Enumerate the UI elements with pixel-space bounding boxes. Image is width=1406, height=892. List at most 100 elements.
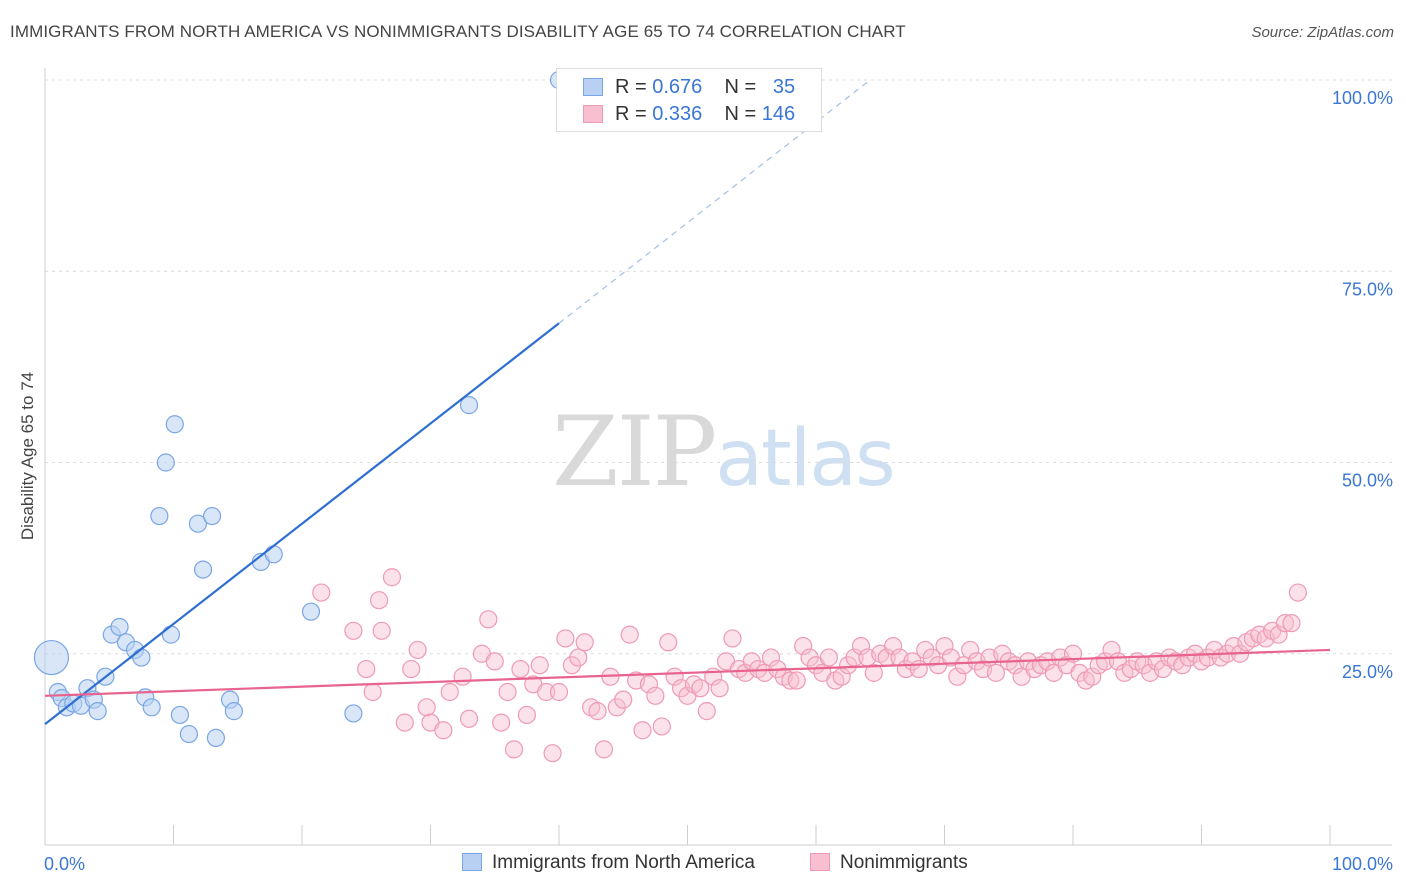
y-axis-label: Disability Age 65 to 74 — [18, 371, 37, 541]
nonimmigrant-point — [498, 682, 517, 702]
nonimmigrant-point — [395, 713, 414, 732]
legend-n-value: 35 — [772, 76, 796, 98]
nonimmigrant-point — [1269, 625, 1288, 644]
nonimmigrant-point — [646, 686, 665, 705]
nonimmigrant-point — [883, 636, 903, 656]
chart-title: IMMIGRANTS FROM NORTH AMERICA VS NONIMMI… — [10, 22, 906, 41]
x-tick-label: 0.0% — [44, 854, 85, 874]
nonimmigrant-point — [417, 698, 436, 717]
legend-r-value: 0.676 — [652, 76, 703, 98]
nonimmigrant-point — [492, 713, 511, 732]
nonimmigrant-point — [819, 648, 838, 667]
y-tick-label: 100.0% — [1332, 88, 1393, 108]
immigrant-point — [161, 625, 181, 644]
immigrant-point — [206, 728, 226, 748]
legend-r-label: R = — [615, 76, 653, 98]
nonimmigrant-point — [697, 702, 716, 721]
nonimmigrant-point — [864, 663, 883, 682]
nonimmigrant-point — [1083, 667, 1102, 686]
nonimmigrant-point — [761, 648, 781, 667]
nonimmigrant-point — [372, 621, 391, 640]
nonimmigrant-point — [402, 659, 421, 679]
nonimmigrant-point — [1288, 583, 1307, 602]
immigrant-point — [88, 702, 107, 721]
nonimmigrant-point — [594, 740, 614, 759]
bottom-legend-label-nonimmigrants: Nonimmigrants — [840, 852, 968, 873]
nonimmigrant-point — [781, 671, 800, 690]
nonimmigrant-point — [652, 717, 671, 736]
nonimmigrant-point — [556, 629, 575, 648]
nonimmigrant-point — [961, 640, 980, 660]
bottom-legend-swatch-blue — [462, 853, 482, 871]
nonimmigrant-point — [357, 659, 376, 679]
nonimmigrant-point — [588, 702, 607, 721]
bottom-legend-nonimmigrants: Nonimmigrants — [810, 852, 968, 874]
nonimmigrant-point — [504, 740, 524, 759]
immigrant-point — [193, 560, 213, 579]
nonimmigrant-point — [851, 636, 871, 656]
legend-swatch-blue — [583, 78, 603, 96]
nonimmigrant-point — [344, 621, 363, 640]
y-tick-label: 50.0% — [1342, 471, 1393, 491]
nonimmigrant-point — [453, 667, 472, 686]
bottom-legend-immigrants: Immigrants from North America — [462, 852, 755, 874]
nonimmigrant-point — [723, 629, 742, 648]
immigrant-point — [179, 724, 199, 744]
nonimmigrant-point — [620, 625, 639, 644]
immigrant-point — [165, 415, 184, 434]
nonimmigrant-point — [517, 705, 536, 725]
stats-legend: R = 0.676 N = 35 R = 0.336 N = 146 — [556, 68, 822, 132]
y-tick-label: 75.0% — [1342, 279, 1393, 299]
immigrant-point — [344, 704, 363, 723]
nonimmigrant-point — [543, 744, 562, 763]
nonimmigrant-point — [537, 682, 556, 702]
nonimmigrant-point — [511, 659, 530, 679]
nonimmigrant-point — [691, 679, 710, 698]
nonimmigrant-point — [549, 682, 569, 702]
nonimmigrant-point — [614, 690, 633, 709]
nonimmigrant-point — [459, 709, 479, 728]
nonimmigrant-point — [659, 633, 678, 652]
immigrant-point — [188, 514, 208, 533]
nonimmigrant-point — [479, 610, 498, 629]
legend-n-label: N = — [724, 76, 762, 98]
immigrant-point — [110, 617, 129, 637]
nonimmigrant-point — [363, 682, 382, 702]
immigrant-point — [156, 453, 175, 472]
legend-n-label: N = — [724, 103, 762, 125]
nonimmigrant-point — [370, 591, 389, 610]
nonimmigrant-point — [935, 636, 954, 656]
legend-r-label: R = — [615, 103, 653, 125]
nonimmigrant-point — [434, 721, 453, 740]
immigrant-point — [264, 545, 283, 564]
watermark: ZIPatlas — [552, 396, 896, 508]
nonimmigrant-point — [794, 636, 813, 656]
nonimmigrant-point — [530, 656, 549, 675]
bottom-legend-label-immigrants: Immigrants from North America — [492, 852, 755, 873]
nonimmigrant-point — [569, 648, 588, 667]
x-tick-label: 100.0% — [1332, 854, 1393, 874]
nonimmigrant-point — [986, 663, 1006, 682]
watermark-zip: ZIP — [552, 396, 717, 508]
source-label: Source: ZipAtlas.com — [1251, 24, 1394, 41]
nonimmigrant-point — [408, 640, 427, 660]
immigrant-trendline — [44, 322, 560, 725]
nonimmigrant-point — [710, 679, 729, 698]
immigrant-point — [132, 648, 151, 667]
immigrant-point — [150, 506, 169, 526]
nonimmigrant-point — [639, 675, 659, 694]
nonimmigrant-point — [633, 721, 652, 740]
bottom-legend-swatch-pink — [810, 853, 830, 871]
immigrant-point — [301, 602, 321, 621]
nonimmigrant-point — [575, 633, 594, 652]
nonimmigrant-point — [948, 667, 967, 686]
immigrant-point — [142, 698, 161, 717]
nonimmigrant-point — [1275, 614, 1295, 633]
nonimmigrant-trendline — [44, 648, 1331, 697]
immigrant-point — [202, 506, 222, 526]
nonimmigrant-point — [312, 583, 331, 602]
legend-swatch-pink — [583, 105, 603, 123]
nonimmigrant-point — [440, 682, 459, 702]
nonimmigrant-point — [1282, 614, 1301, 633]
